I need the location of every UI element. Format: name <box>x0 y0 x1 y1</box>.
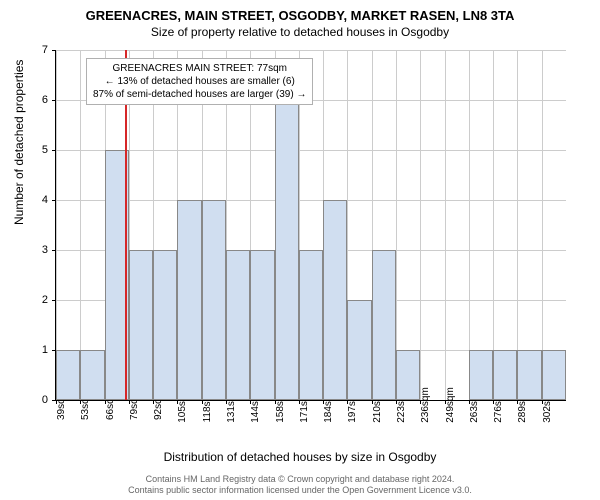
bar <box>517 350 541 400</box>
bar <box>347 300 371 400</box>
bar <box>469 350 493 400</box>
bar <box>493 350 517 400</box>
x-tick-label: 236sqm <box>420 387 431 423</box>
attribution-line1: Contains HM Land Registry data © Crown c… <box>0 474 600 485</box>
bar <box>396 350 420 400</box>
bar <box>323 200 347 400</box>
chart-title: GREENACRES, MAIN STREET, OSGODBY, MARKET… <box>0 0 600 23</box>
annotation-line3: 87% of semi-detached houses are larger (… <box>93 88 306 101</box>
bar <box>250 250 274 400</box>
y-tick-label: 7 <box>0 44 48 56</box>
bar <box>56 350 80 400</box>
bar <box>542 350 566 400</box>
bar <box>275 100 299 400</box>
attribution: Contains HM Land Registry data © Crown c… <box>0 474 600 496</box>
plot-area: 39sqm53sqm66sqm79sqm92sqm105sqm118sqm131… <box>55 50 565 400</box>
annotation-box: GREENACRES MAIN STREET: 77sqm← 13% of de… <box>86 58 313 105</box>
annotation-line2: ← 13% of detached houses are smaller (6) <box>93 75 306 88</box>
bar <box>372 250 396 400</box>
attribution-line2: Contains public sector information licen… <box>0 485 600 496</box>
bar <box>299 250 323 400</box>
x-tick-label: 249sqm <box>445 387 456 423</box>
bar <box>80 350 104 400</box>
bar <box>226 250 250 400</box>
bar <box>153 250 177 400</box>
chart-subtitle: Size of property relative to detached ho… <box>0 23 600 39</box>
y-tick-label: 6 <box>0 94 48 106</box>
y-tick-label: 0 <box>0 394 48 406</box>
bar <box>129 250 153 400</box>
bar <box>202 200 226 400</box>
y-tick-label: 2 <box>0 294 48 306</box>
y-tick-label: 4 <box>0 194 48 206</box>
annotation-line1: GREENACRES MAIN STREET: 77sqm <box>93 62 306 75</box>
bar <box>177 200 201 400</box>
x-axis-label: Distribution of detached houses by size … <box>0 450 600 464</box>
y-tick-label: 3 <box>0 244 48 256</box>
y-tick-label: 5 <box>0 144 48 156</box>
chart-container: GREENACRES, MAIN STREET, OSGODBY, MARKET… <box>0 0 600 500</box>
y-tick-label: 1 <box>0 344 48 356</box>
